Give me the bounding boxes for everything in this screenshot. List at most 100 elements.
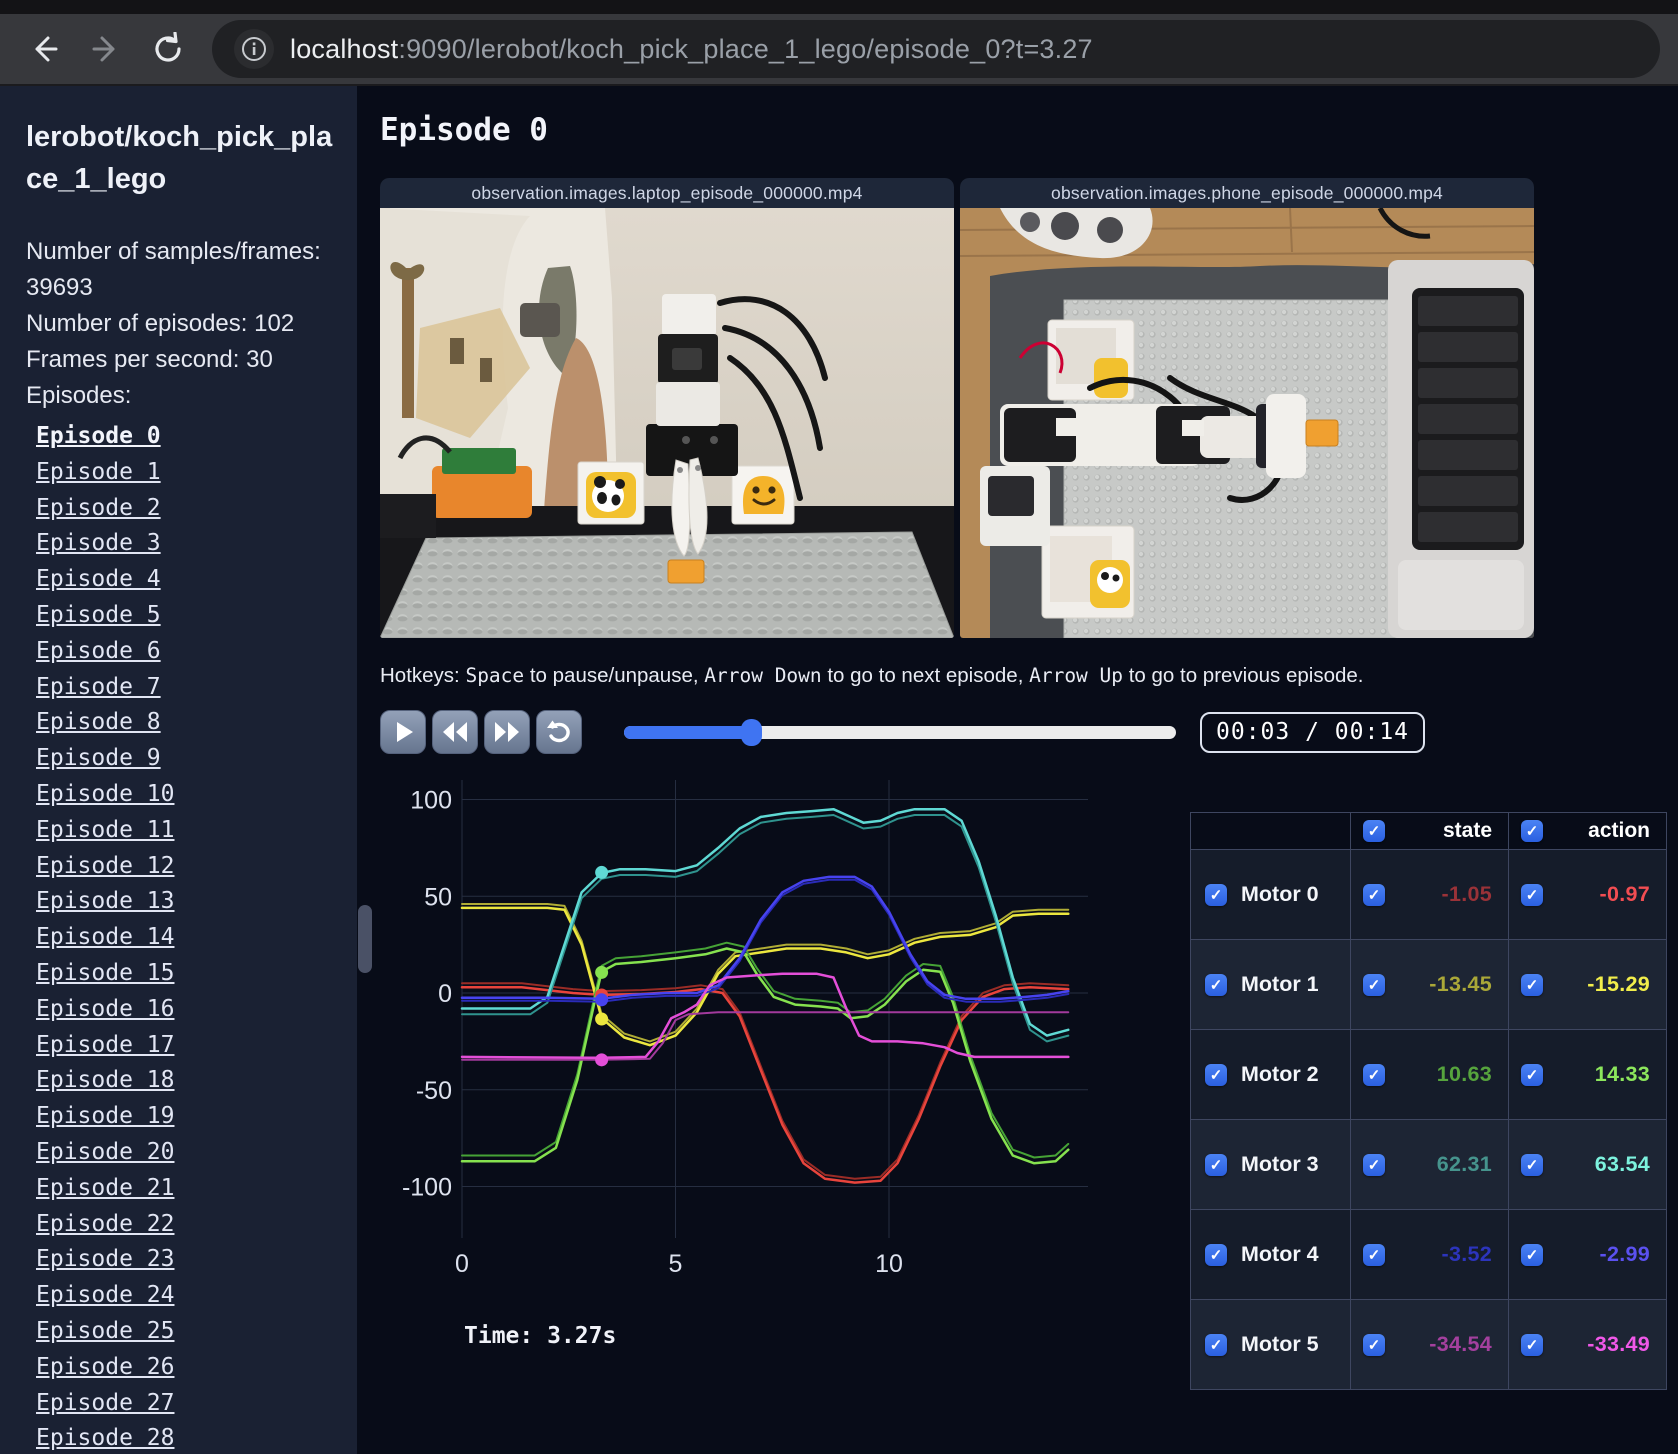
motor-checkbox[interactable]: ✓ — [1205, 1153, 1227, 1176]
list-item: Episode 17 — [36, 1029, 333, 1065]
hotkey-arrow-up: Arrow Up — [1029, 664, 1124, 687]
svg-text:10: 10 — [875, 1250, 903, 1278]
episode-link[interactable]: Episode 19 — [36, 1103, 175, 1130]
motor-action-checkbox[interactable]: ✓ — [1521, 883, 1543, 906]
motor-state-checkbox[interactable]: ✓ — [1363, 1243, 1385, 1266]
sidebar-scrollbar[interactable] — [358, 905, 372, 973]
episode-link[interactable]: Episode 15 — [36, 960, 175, 987]
motor-action-value: 63.54 — [1594, 1152, 1650, 1176]
video-laptop[interactable] — [380, 208, 954, 638]
episode-link[interactable]: Episode 16 — [36, 995, 175, 1022]
episode-link[interactable]: Episode 24 — [36, 1282, 175, 1309]
fast-forward-button[interactable] — [484, 710, 530, 754]
smiley-box — [731, 465, 795, 525]
browser-chrome: localhost:9090/lerobot/koch_pick_place_1… — [0, 0, 1678, 86]
list-item: Episode 1 — [36, 456, 333, 492]
action-column-checkbox[interactable]: ✓ — [1521, 820, 1543, 842]
box-bottom-left — [1041, 525, 1135, 619]
episode-link[interactable]: Episode 5 — [36, 602, 161, 629]
episode-link[interactable]: Episode 12 — [36, 852, 175, 879]
robot-arm — [646, 294, 828, 557]
motor-action-checkbox[interactable]: ✓ — [1521, 1333, 1543, 1356]
motor-action-checkbox[interactable]: ✓ — [1521, 973, 1543, 996]
forward-icon[interactable] — [88, 31, 124, 67]
motor-state-checkbox[interactable]: ✓ — [1363, 973, 1385, 996]
motor-checkbox[interactable]: ✓ — [1205, 973, 1227, 996]
episode-link[interactable]: Episode 3 — [36, 530, 161, 557]
robot-arm-top — [980, 341, 1339, 546]
episode-link[interactable]: Episode 28 — [36, 1425, 175, 1452]
seek-slider[interactable] — [624, 718, 1176, 746]
episode-link[interactable]: Episode 21 — [36, 1174, 175, 1201]
episode-link[interactable]: Episode 13 — [36, 888, 175, 915]
episode-link[interactable]: Episode 17 — [36, 1031, 175, 1058]
episode-link[interactable]: Episode 0 — [36, 423, 161, 450]
hotkeys-mid1: to pause/unpause, — [524, 664, 705, 687]
list-item: Episode 21 — [36, 1172, 333, 1208]
episode-link[interactable]: Episode 11 — [36, 816, 175, 843]
episode-link[interactable]: Episode 25 — [36, 1318, 175, 1345]
table-row: ✓ Motor 1 ✓ -13.45 ✓ -15.29 — [1190, 939, 1667, 1030]
motor-state-checkbox[interactable]: ✓ — [1363, 1153, 1385, 1176]
lego-baseplate — [380, 531, 954, 638]
motor-state-checkbox[interactable]: ✓ — [1363, 1063, 1385, 1086]
episode-link[interactable]: Episode 2 — [36, 494, 161, 521]
url-text: localhost:9090/lerobot/koch_pick_place_1… — [290, 34, 1093, 65]
episode-link[interactable]: Episode 7 — [36, 673, 161, 700]
motor-state-checkbox[interactable]: ✓ — [1363, 1333, 1385, 1356]
svg-text:-50: -50 — [416, 1077, 452, 1105]
episode-link[interactable]: Episode 10 — [36, 781, 175, 808]
episode-list: Episode 0 Episode 1 Episode 2 Episode 3 Epis… — [26, 420, 333, 1454]
episode-link[interactable]: Episode 9 — [36, 745, 161, 772]
motor-action-checkbox[interactable]: ✓ — [1521, 1153, 1543, 1176]
episode-link[interactable]: Episode 22 — [36, 1210, 175, 1237]
episode-link[interactable]: Episode 8 — [36, 709, 161, 736]
svg-text:0: 0 — [438, 980, 452, 1008]
motor-action-checkbox[interactable]: ✓ — [1521, 1063, 1543, 1086]
play-button[interactable] — [380, 710, 426, 754]
episode-link[interactable]: Episode 6 — [36, 637, 161, 664]
motor-checkbox[interactable]: ✓ — [1205, 1243, 1227, 1266]
list-item: Episode 10 — [36, 778, 333, 814]
cable — [1377, 206, 1431, 239]
episode-link[interactable]: Episode 27 — [36, 1389, 175, 1416]
laptop — [1388, 260, 1534, 638]
episode-link[interactable]: Episode 4 — [36, 566, 161, 593]
video-panel-phone: observation.images.phone_episode_000000.… — [960, 178, 1534, 638]
header-action: ✓ action — [1508, 812, 1667, 850]
time-display: 00:03 / 00:14 — [1200, 711, 1426, 753]
seek-slider-thumb[interactable] — [740, 718, 762, 746]
episode-link[interactable]: Episode 20 — [36, 1139, 175, 1166]
episode-link[interactable]: Episode 26 — [36, 1353, 175, 1380]
electronics-holder — [380, 435, 532, 538]
loop-button[interactable] — [536, 710, 582, 754]
motor-checkbox[interactable]: ✓ — [1205, 1333, 1227, 1356]
motor-checkbox[interactable]: ✓ — [1205, 883, 1227, 906]
episode-link[interactable]: Episode 18 — [36, 1067, 175, 1094]
panda-box — [577, 461, 645, 525]
game-controller — [1000, 208, 1153, 259]
reload-icon[interactable] — [150, 31, 186, 67]
motor-label: Motor 4 — [1241, 1242, 1319, 1266]
url-path: :9090/lerobot/koch_pick_place_1_lego/epi… — [398, 33, 1093, 64]
motor-checkbox[interactable]: ✓ — [1205, 1063, 1227, 1086]
motor-state-checkbox[interactable]: ✓ — [1363, 883, 1385, 906]
motor-action-checkbox[interactable]: ✓ — [1521, 1243, 1543, 1266]
stat-episodes: Number of episodes: 102 — [26, 310, 295, 338]
rewind-button[interactable] — [432, 710, 478, 754]
header-state: ✓ state — [1350, 812, 1509, 850]
episode-link[interactable]: Episode 14 — [36, 924, 175, 951]
back-icon[interactable] — [26, 31, 62, 67]
episode-link[interactable]: Episode 1 — [36, 458, 161, 485]
motor-action-value: -0.97 — [1599, 882, 1650, 906]
url-bar[interactable]: localhost:9090/lerobot/koch_pick_place_1… — [212, 20, 1660, 78]
motor-state-value: -34.54 — [1429, 1332, 1492, 1356]
video-phone[interactable] — [960, 206, 1534, 638]
url-host: localhost — [290, 33, 399, 64]
state-column-checkbox[interactable]: ✓ — [1363, 820, 1385, 842]
list-item: Episode 22 — [36, 1208, 333, 1244]
episode-link[interactable]: Episode 23 — [36, 1246, 175, 1273]
site-info-icon[interactable] — [234, 29, 274, 69]
hotkey-space: Space — [465, 664, 525, 687]
sidebar: lerobot/koch_pick_place_1_lego Number of… — [0, 86, 357, 1454]
